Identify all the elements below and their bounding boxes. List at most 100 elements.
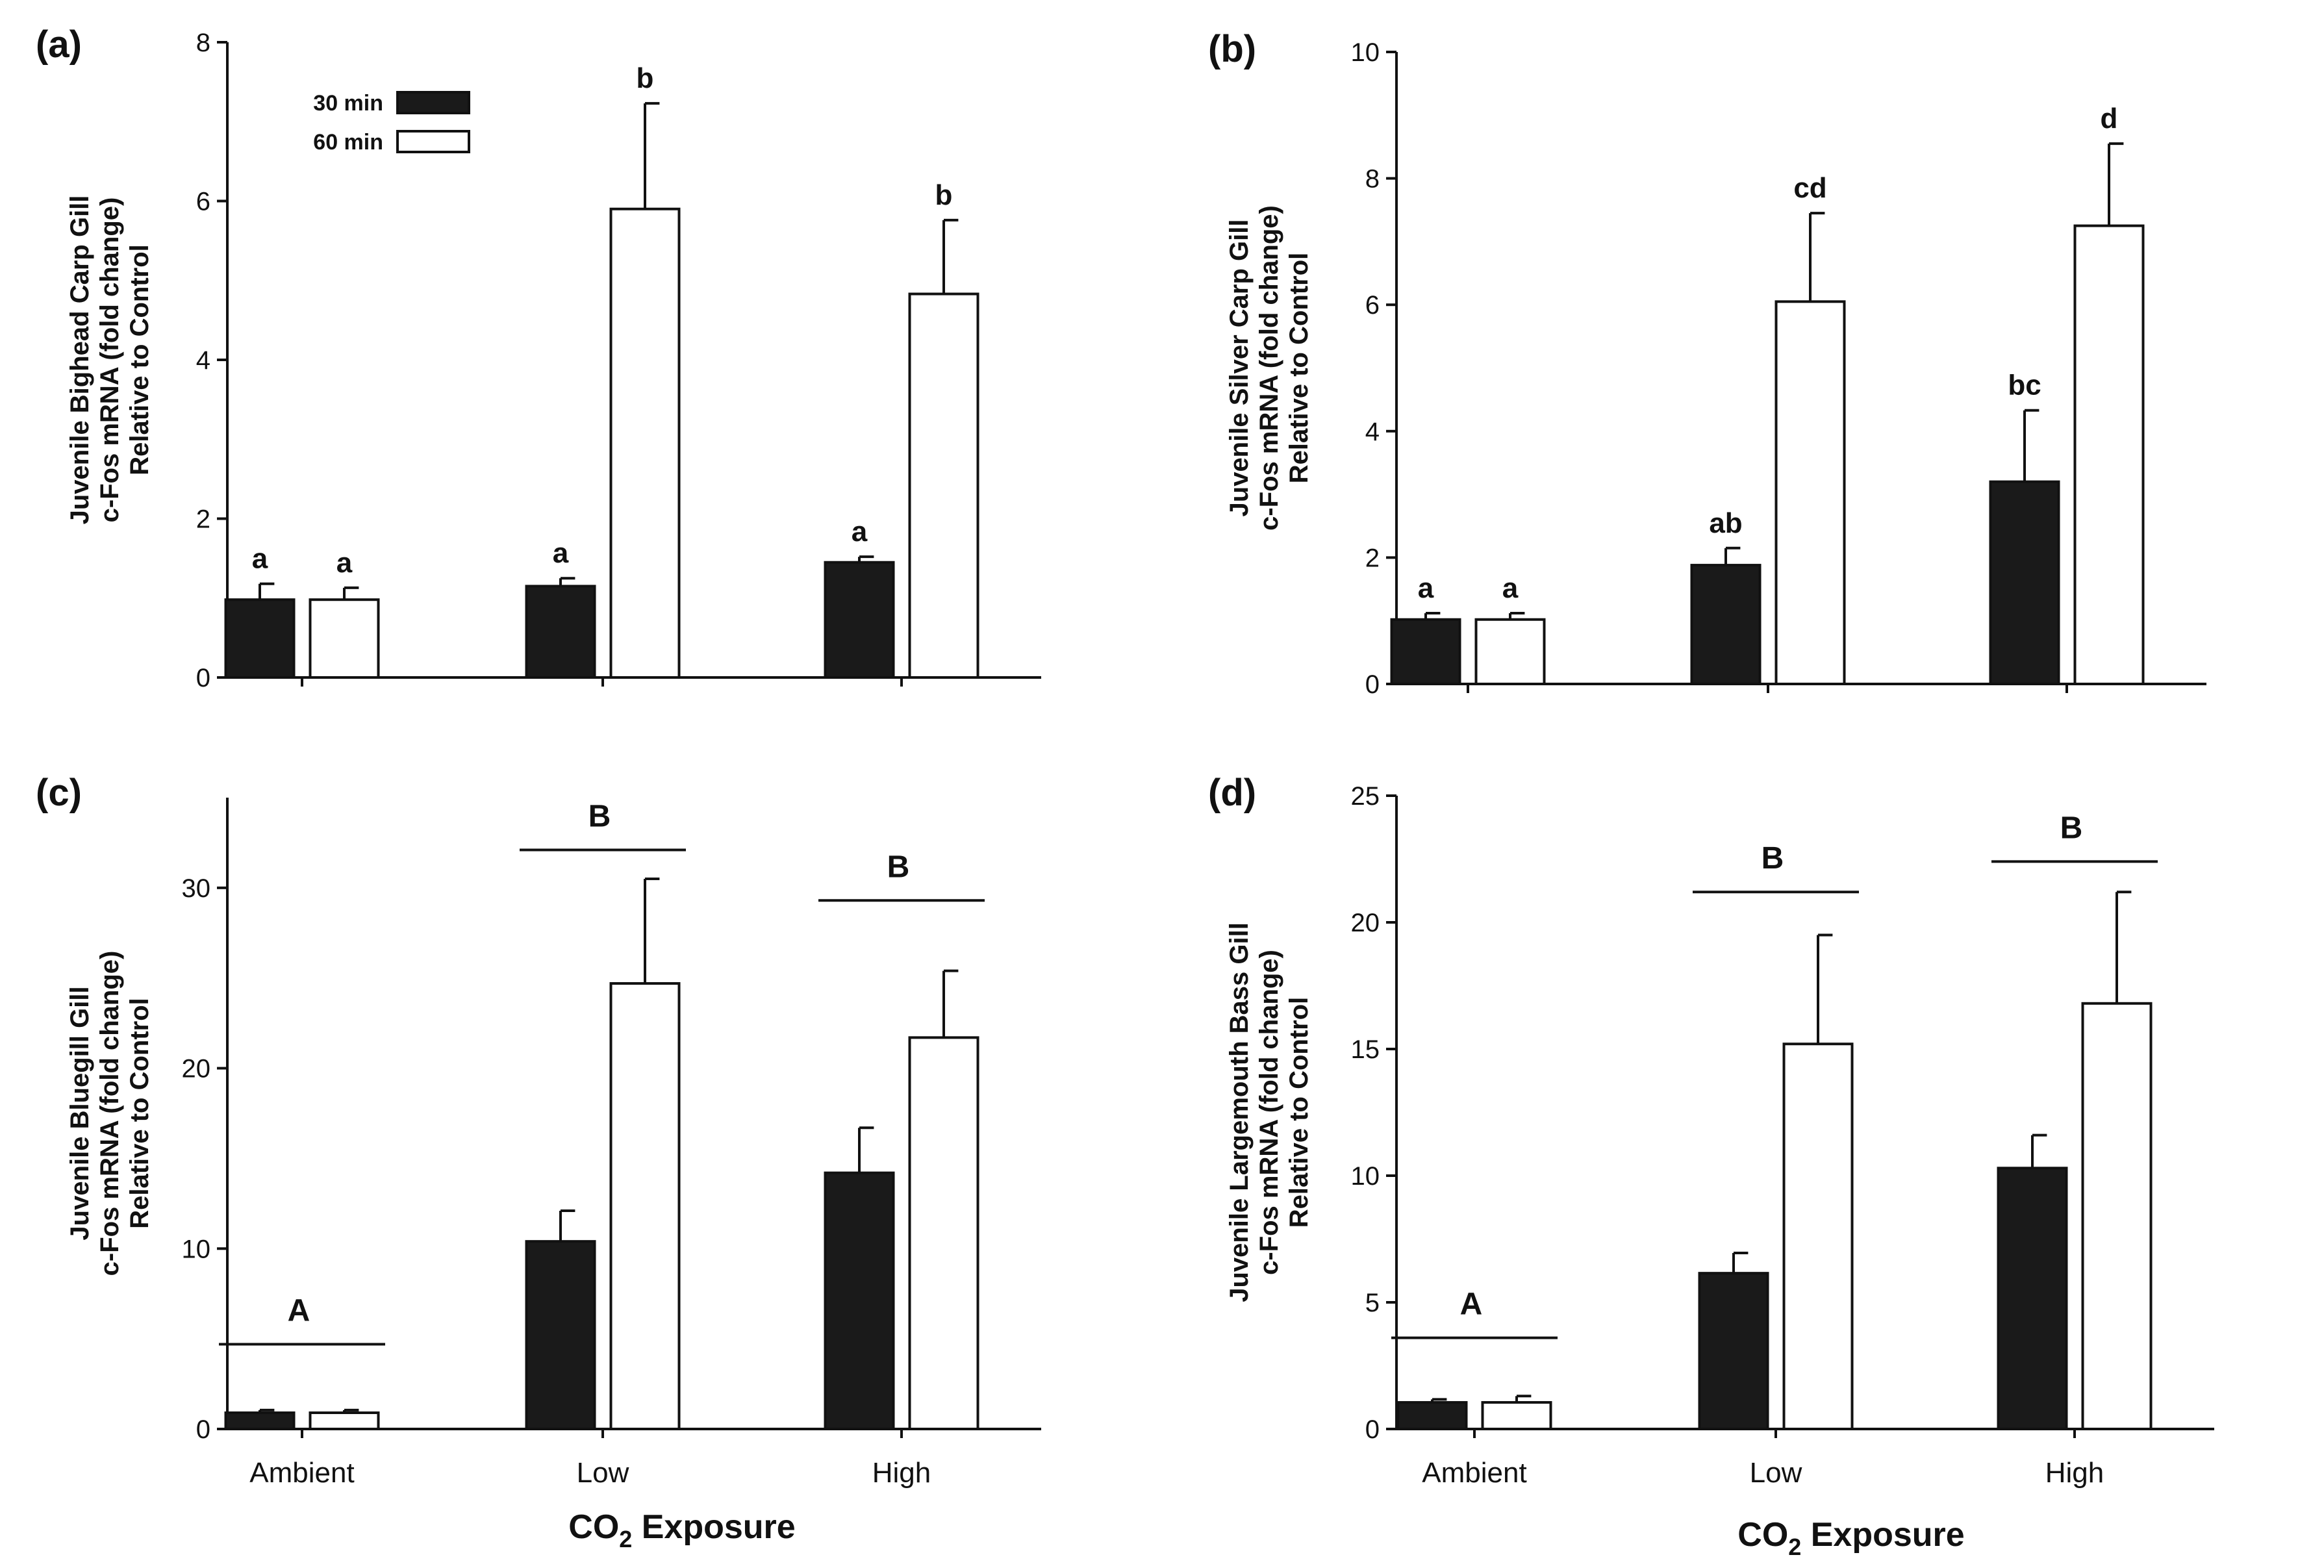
y-tick-label: 20: [182, 1055, 211, 1083]
panel-label: (c): [36, 772, 82, 814]
y-tick-label: 15: [1351, 1035, 1380, 1064]
category-label: Low: [1750, 1457, 1802, 1489]
bar-30-min-low: [525, 585, 596, 679]
group-label: A: [1460, 1287, 1483, 1322]
bar-60-min-ambient: [1481, 1401, 1552, 1431]
bar-30-min-low: [1698, 1272, 1769, 1431]
group-label: B: [887, 850, 910, 884]
y-axis-label-line: Juvenile Silver Carp Gill: [1225, 220, 1254, 517]
y-tick-label: 0: [196, 1415, 210, 1444]
panel-1: 0 2 4 6 8 10 a ab bc a cd d (b) Juvenile Silver Carp …: [1208, 28, 2206, 699]
bar-30-min-ambient: [1390, 618, 1461, 686]
y-tick-label: 5: [1365, 1289, 1380, 1317]
x-axis-title-left: CO2 Exposure: [568, 1508, 795, 1552]
y-tick-label: 2: [196, 505, 210, 534]
legend-swatch: [396, 130, 470, 153]
bar-60-min-low: [609, 207, 681, 679]
bar-30-min-high: [1989, 480, 2060, 685]
y-axis-label-line: c-Fos mRNA (fold change): [95, 197, 124, 523]
significance-label: a: [1502, 572, 1519, 604]
y-axis-label-line: Relative to Control: [1285, 253, 1313, 484]
legend-swatch: [396, 91, 470, 114]
y-tick-label: 6: [196, 188, 210, 216]
y-tick-label: 0: [1365, 1415, 1380, 1444]
y-axis-label-line: Juvenile Largemouth Bass Gill: [1225, 922, 1254, 1302]
y-tick-label: 8: [196, 29, 210, 57]
y-tick-label: 10: [182, 1235, 211, 1263]
y-axis-label-line: Juvenile Bighead Carp Gill: [66, 196, 94, 525]
significance-label: b: [637, 62, 654, 94]
bar-60-min-low: [1775, 300, 1846, 685]
significance-label: a: [1418, 572, 1434, 604]
bar-60-min-ambient: [1474, 618, 1546, 686]
panel-label: (d): [1208, 772, 1256, 814]
bar-60-min-ambient: [309, 1411, 380, 1430]
y-axis-label: Juvenile Largemouth Bass Gillc-Fos mRNA …: [1225, 922, 1313, 1302]
y-axis-label: Juvenile Silver Carp Gillc-Fos mRNA (fol…: [1225, 205, 1313, 531]
significance-label: a: [252, 543, 268, 575]
y-tick-label: 10: [1351, 1162, 1380, 1191]
bar-60-min-high: [908, 1036, 979, 1430]
y-tick-label: 30: [182, 874, 211, 903]
bar-30-min-low: [1690, 564, 1762, 685]
category-label: High: [872, 1457, 931, 1489]
y-axis-label-line: c-Fos mRNA (fold change): [95, 951, 124, 1276]
y-axis-label-line: Juvenile Bluegill Gill: [66, 986, 94, 1240]
panel-label: (b): [1208, 28, 1256, 70]
significance-label: bc: [2008, 370, 2041, 401]
group-label: B: [1762, 841, 1784, 876]
group-label: B: [588, 800, 611, 834]
y-axis-label: Juvenile Bluegill Gillc-Fos mRNA (fold c…: [66, 951, 154, 1276]
y-tick-label: 25: [1351, 782, 1380, 811]
y-axis-label-line: Relative to Control: [125, 998, 154, 1229]
y-axis-label-line: c-Fos mRNA (fold change): [1255, 205, 1283, 531]
bar-60-min-ambient: [309, 598, 380, 679]
y-tick-label: 0: [196, 664, 210, 692]
legend-label: 60 min: [313, 130, 383, 155]
bar-30-min-high: [824, 561, 895, 679]
category-label: Ambient: [249, 1457, 354, 1489]
y-tick-label: 10: [1351, 38, 1380, 67]
panel-3: 0 5 10 15 20 25 Ambient Low High A B B (d) Juvenile L…: [1208, 772, 2214, 1489]
panel-label: (a): [36, 23, 82, 66]
significance-label: b: [935, 179, 953, 211]
y-tick-label: 0: [1365, 670, 1380, 699]
bar-30-min-low: [525, 1240, 596, 1430]
y-tick-label: 4: [196, 346, 210, 375]
y-axis-label-line: Relative to Control: [1285, 997, 1313, 1228]
y-tick-label: 8: [1365, 165, 1380, 194]
bar-30-min-high: [824, 1171, 895, 1431]
panel-0: 0 2 4 6 8 a a a a b b (a) Juvenile Bighead Carp Gill…: [36, 23, 1041, 692]
panel-2: 0 10 20 30 Ambient Low High A B B (c) Juvenile Blue…: [36, 772, 1041, 1489]
bar-60-min-high: [2073, 224, 2145, 685]
bar-30-min-high: [1997, 1167, 2068, 1431]
x-axis-title-right: CO2 Exposure: [1737, 1516, 1964, 1560]
category-label: High: [2045, 1457, 2104, 1489]
bar-30-min-ambient: [224, 598, 296, 679]
bar-60-min-low: [609, 982, 681, 1430]
significance-label: d: [2101, 103, 2118, 134]
y-axis-label-line: Relative to Control: [125, 244, 154, 475]
significance-label: a: [553, 537, 569, 569]
category-label: Ambient: [1422, 1457, 1526, 1489]
y-axis-label-line: c-Fos mRNA (fold change): [1255, 950, 1283, 1275]
y-tick-label: 4: [1365, 418, 1380, 446]
y-tick-label: 6: [1365, 291, 1380, 320]
y-tick-label: 20: [1351, 909, 1380, 937]
category-label: Low: [577, 1457, 629, 1489]
legend-label: 30 min: [313, 91, 383, 116]
significance-label: ab: [1709, 507, 1742, 539]
bar-60-min-low: [1782, 1043, 1854, 1430]
group-label: B: [2060, 811, 2083, 845]
significance-label: cd: [1793, 172, 1826, 204]
significance-label: a: [852, 516, 868, 548]
y-axis-label: Juvenile Bighead Carp Gillc-Fos mRNA (fo…: [66, 196, 154, 525]
bar-30-min-ambient: [224, 1411, 296, 1430]
y-tick-label: 2: [1365, 544, 1380, 572]
bar-60-min-high: [908, 292, 979, 679]
bar-30-min-ambient: [1396, 1401, 1468, 1431]
significance-label: a: [336, 547, 353, 579]
group-label: A: [288, 1293, 310, 1328]
bar-60-min-high: [2081, 1002, 2153, 1431]
